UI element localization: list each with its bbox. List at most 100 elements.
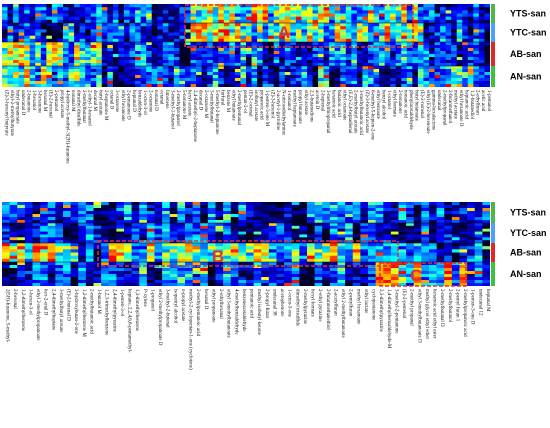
heatmap-cell — [201, 51, 208, 55]
heatmap-cell — [284, 249, 293, 253]
heatmap-cell — [444, 220, 453, 224]
heatmap-cell — [63, 7, 69, 11]
region-label: A — [278, 23, 290, 42]
heatmap-cell — [162, 231, 171, 235]
heatmap-cell — [116, 217, 125, 221]
heatmap-cell — [29, 35, 36, 40]
heatmap-cell — [18, 26, 25, 30]
heatmap-cell — [70, 255, 79, 260]
heatmap-cell — [131, 211, 140, 215]
heatmap-cell — [440, 4, 447, 8]
heatmap-cell — [307, 202, 316, 206]
heatmap-cell — [18, 35, 25, 40]
heatmap-cell — [253, 249, 262, 253]
heatmap-cell — [79, 54, 86, 58]
heatmap-cell — [395, 66, 402, 70]
column-label: octanal — [159, 90, 164, 105]
heatmap-cell — [2, 45, 8, 49]
heatmap-cell — [146, 7, 153, 11]
heatmap-cell — [24, 205, 33, 209]
heatmap-cell — [57, 54, 64, 58]
heatmap-cell — [140, 84, 147, 87]
heatmap-cell — [129, 29, 136, 33]
heatmap-cell — [190, 48, 197, 52]
heatmap-cell — [46, 57, 53, 61]
heatmap-cell — [107, 16, 114, 21]
heatmap-cell — [383, 277, 392, 281]
heatmap-cell — [251, 35, 258, 40]
heatmap-cell — [240, 78, 247, 82]
heatmap-cell — [253, 234, 262, 238]
heatmap-cell — [124, 262, 133, 266]
heatmap-cell — [368, 252, 377, 257]
heatmap-cell — [192, 258, 201, 263]
heatmap-cell — [57, 78, 64, 82]
heatmap-cell — [421, 223, 430, 227]
heatmap-cell — [456, 51, 463, 55]
heatmap-cell — [212, 38, 219, 43]
heatmap-cell — [238, 202, 247, 206]
heatmap-cell — [207, 231, 216, 235]
heatmap-cell — [445, 78, 452, 82]
heatmap-cell — [151, 10, 158, 14]
heatmap-cell — [384, 29, 391, 33]
heatmap-cell — [151, 29, 158, 33]
heatmap-cell — [63, 48, 69, 52]
heatmap-cell — [101, 48, 108, 52]
column-label: 2-ethylfuran — [475, 90, 480, 115]
heatmap-cell — [151, 35, 158, 40]
heatmap-cell — [390, 42, 397, 46]
heatmap-cell — [429, 262, 438, 266]
heatmap-cell — [185, 19, 191, 24]
heatmap-cell — [451, 217, 460, 221]
heatmap-cell — [68, 81, 75, 85]
heatmap-cell — [345, 48, 352, 52]
heatmap-cell — [173, 69, 180, 73]
heatmap-cell — [13, 48, 20, 52]
heatmap-cell — [459, 280, 468, 284]
heatmap-cell — [24, 246, 33, 250]
heatmap-cell — [356, 60, 363, 64]
heatmap-cell — [146, 255, 155, 260]
heatmap-cell — [290, 38, 297, 43]
heatmap-cell — [406, 66, 413, 70]
heatmap-cell — [261, 234, 270, 238]
heatmap-cell — [200, 258, 209, 263]
heatmap-cell — [262, 38, 269, 43]
heatmap-cell — [340, 75, 347, 79]
heatmap-cell — [151, 84, 158, 87]
heatmap-cell — [218, 57, 225, 61]
heatmap-cell — [169, 252, 178, 257]
heatmap-cell — [246, 75, 252, 79]
heatmap-cell — [312, 84, 319, 87]
heatmap-cell — [268, 268, 277, 272]
heatmap-cell — [200, 234, 209, 238]
heatmap-cell — [9, 246, 18, 250]
heatmap-cell — [401, 35, 408, 40]
heatmap-cell — [24, 81, 31, 85]
heatmap-cell — [51, 35, 58, 40]
column-label: P-xylene — [142, 289, 147, 308]
heatmap-cell — [459, 217, 468, 221]
heatmap-cell — [253, 237, 262, 241]
heatmap-cell — [360, 265, 369, 269]
heatmap-cell — [96, 38, 103, 43]
heatmap-cell — [162, 268, 171, 272]
heatmap-cell — [85, 32, 92, 37]
heatmap-cell — [96, 45, 103, 49]
heatmap-cell — [13, 57, 20, 61]
heatmap-cell — [57, 13, 64, 18]
heatmap-cell — [379, 16, 386, 21]
heatmap-cell — [406, 10, 413, 14]
heatmap-cell — [169, 220, 178, 224]
heatmap-cell — [78, 252, 87, 257]
heatmap-cell — [362, 81, 369, 85]
heatmap-cell — [434, 38, 441, 43]
heatmap-cell — [322, 243, 331, 247]
heatmap-cell — [375, 255, 384, 260]
heatmap-cell — [154, 246, 163, 250]
heatmap-cell — [459, 243, 468, 247]
heatmap-cell — [445, 16, 452, 21]
heatmap-cell — [9, 268, 18, 272]
heatmap-cell — [384, 69, 391, 73]
